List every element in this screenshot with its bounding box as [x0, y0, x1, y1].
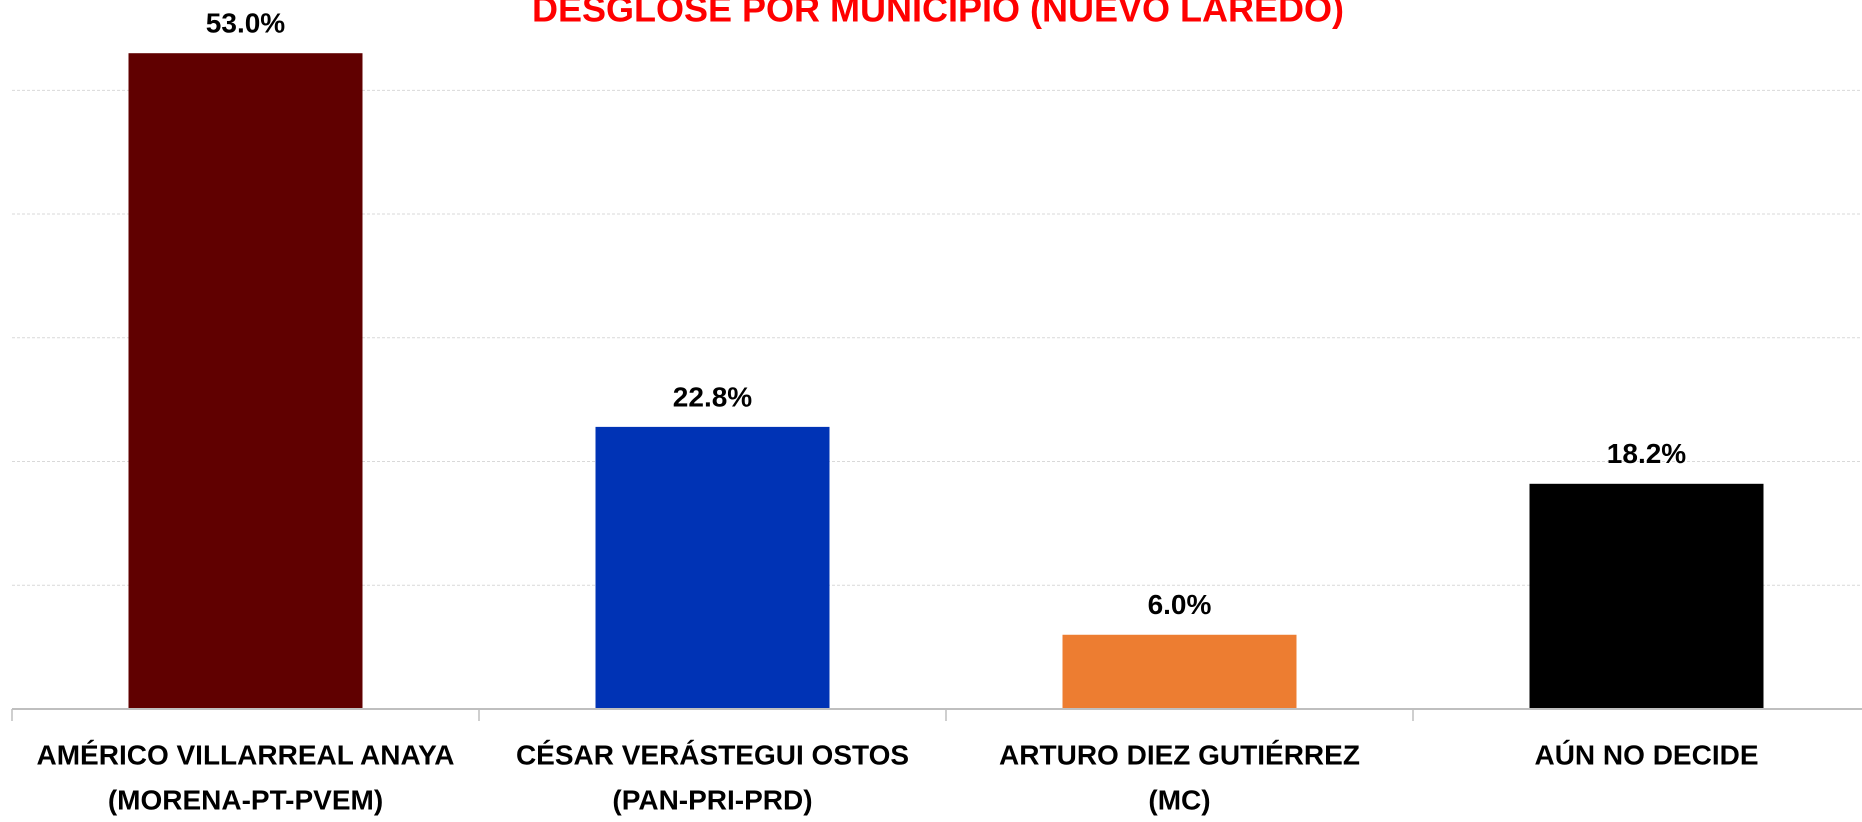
data-label: 6.0%	[1148, 589, 1212, 620]
chart-title: DESGLOSE POR MUNICIPIO (NUEVO LAREDO)	[532, 0, 1344, 30]
bar	[1529, 483, 1764, 709]
x-tick-label: AMÉRICO VILLARREAL ANAYA	[37, 739, 455, 770]
x-tick-label: CÉSAR VERÁSTEGUI OSTOS	[516, 739, 909, 770]
bar	[1062, 634, 1297, 709]
x-tick-label: (MORENA-PT-PVEM)	[108, 784, 383, 815]
data-label: 18.2%	[1607, 438, 1686, 469]
bar	[595, 426, 830, 709]
data-label: 22.8%	[673, 381, 752, 412]
x-tick-label: ARTURO DIEZ GUTIÉRREZ	[999, 739, 1360, 770]
data-label: 53.0%	[206, 8, 285, 39]
bar	[128, 53, 363, 709]
x-tick-label: (MC)	[1148, 784, 1210, 815]
x-tick-label: (PAN-PRI-PRD)	[612, 784, 812, 815]
x-tick-label: AÚN NO DECIDE	[1534, 739, 1758, 770]
